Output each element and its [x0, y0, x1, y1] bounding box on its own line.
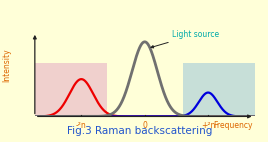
Text: +²n: +²n: [201, 121, 215, 130]
Text: 0: 0: [142, 121, 147, 130]
Text: Intensity: Intensity: [2, 49, 11, 82]
Text: Frequency: Frequency: [213, 121, 252, 130]
Bar: [183, 63, 255, 116]
Bar: [35, 63, 107, 116]
Text: -²n: -²n: [76, 121, 87, 130]
Text: Fig.3 Raman backscattering: Fig.3 Raman backscattering: [67, 126, 212, 136]
Text: Light source: Light source: [151, 30, 219, 48]
